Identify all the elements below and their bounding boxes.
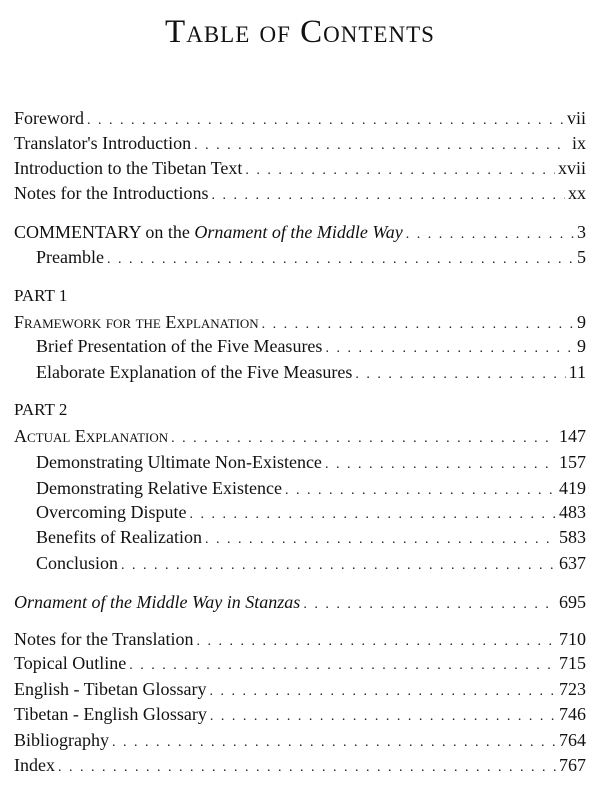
- toc-entry: Introduction to the Tibetan Text xvii: [14, 156, 586, 180]
- toc-entry: Topical Outline 715: [14, 651, 586, 675]
- page-number: 147: [559, 426, 586, 446]
- leader-dots: [325, 453, 556, 477]
- toc-entry: Benefits of Realization 583: [36, 525, 586, 549]
- leader-dots: [121, 554, 556, 578]
- leader-dots: [58, 756, 556, 780]
- leader-dots: [107, 248, 574, 272]
- entry-label: COMMENTARY on the Ornament of the Middle…: [14, 220, 403, 244]
- entry-label: Notes for the Introductions: [14, 183, 209, 203]
- page-number: 483: [559, 502, 586, 522]
- leader-dots: [325, 337, 574, 361]
- leader-dots: [210, 680, 556, 704]
- page-number: 11: [568, 362, 586, 382]
- leader-dots: [189, 503, 556, 527]
- entry-label-prefix: COMMENTARY on the: [14, 222, 195, 242]
- page-number: xx: [568, 183, 586, 203]
- toc-entry: Brief Presentation of the Five Measures 9: [36, 334, 586, 358]
- toc-entry: Notes for the Translation 710: [14, 627, 586, 651]
- toc-entry: Bibliography 764: [14, 728, 586, 752]
- toc-entry: Notes for the Introductions xx: [14, 181, 586, 205]
- page-number: 710: [559, 629, 586, 649]
- toc-entry: Overcoming Dispute 483: [36, 500, 586, 524]
- entry-label: Actual Explanation: [14, 426, 169, 446]
- page-number: 419: [559, 478, 586, 498]
- entry-label: Foreword: [14, 108, 84, 128]
- entry-label: Bibliography: [14, 730, 109, 750]
- toc-entry: Preamble 5: [36, 245, 586, 269]
- toc-entry: Index 767: [14, 753, 586, 777]
- entry-label: Framework for the Explanation: [14, 312, 259, 332]
- page-number: 764: [559, 730, 586, 750]
- page-number: 746: [559, 704, 586, 724]
- page-number: 723: [559, 679, 586, 699]
- page-number: xvii: [557, 158, 586, 178]
- entry-label: Translator's Introduction: [14, 133, 192, 153]
- toc-entry: English - Tibetan Glossary 723: [14, 677, 586, 701]
- toc-entry-stanzas: Ornament of the Middle Way in Stanzas 695: [14, 590, 586, 614]
- leader-dots: [355, 363, 565, 387]
- entry-label: Elaborate Explanation of the Five Measur…: [36, 362, 353, 382]
- toc-entry: Foreword vii: [14, 106, 586, 130]
- entry-label: Introduction to the Tibetan Text: [14, 158, 243, 178]
- leader-dots: [129, 654, 556, 678]
- entry-label: Overcoming Dispute: [36, 502, 187, 522]
- toc-entry: Translator's Introduction ix: [14, 131, 586, 155]
- page-number: 5: [577, 247, 586, 267]
- toc-section: Actual Explanation 147: [14, 424, 586, 448]
- page-number: 3: [577, 222, 586, 242]
- page-number: 767: [559, 755, 586, 775]
- entry-label-italic: Ornament of the Middle Way: [194, 222, 403, 242]
- entry-label: Topical Outline: [14, 653, 127, 673]
- entry-label: Preamble: [36, 247, 104, 267]
- leader-dots: [211, 184, 565, 208]
- page-number: 637: [559, 553, 586, 573]
- entry-label: Tibetan - English Glossary: [14, 704, 207, 724]
- leader-dots: [406, 223, 574, 247]
- page-number: 9: [577, 336, 586, 356]
- leader-dots: [205, 528, 556, 552]
- entry-label: Ornament of the Middle Way in Stanzas: [14, 592, 301, 612]
- toc-entry: Demonstrating Relative Existence 419: [36, 476, 586, 500]
- page-number: 695: [559, 592, 586, 612]
- leader-dots: [194, 134, 569, 158]
- part-heading: PART 1: [14, 286, 68, 305]
- page-title: Table of Contents: [165, 14, 435, 50]
- page-number: 583: [559, 527, 586, 547]
- page-number: vii: [566, 108, 586, 128]
- page-number: ix: [571, 133, 586, 153]
- entry-label: Demonstrating Relative Existence: [36, 478, 282, 498]
- toc-entry-commentary: COMMENTARY on the Ornament of the Middle…: [14, 220, 586, 244]
- entry-label: Brief Presentation of the Five Measures: [36, 336, 323, 356]
- entry-label: Notes for the Translation: [14, 629, 194, 649]
- entry-label: Benefits of Realization: [36, 527, 202, 547]
- toc-section: Framework for the Explanation 9: [14, 310, 586, 334]
- entry-label: Demonstrating Ultimate Non-Existence: [36, 452, 322, 472]
- leader-dots: [210, 705, 556, 729]
- part-heading: PART 2: [14, 400, 68, 419]
- leader-dots: [245, 159, 555, 183]
- page-number: 715: [559, 653, 586, 673]
- leader-dots: [171, 427, 556, 451]
- toc-entry: Tibetan - English Glossary 746: [14, 702, 586, 726]
- entry-label: Conclusion: [36, 553, 119, 573]
- leader-dots: [303, 593, 556, 617]
- entry-label: English - Tibetan Glossary: [14, 679, 207, 699]
- toc-entry: Conclusion 637: [36, 551, 586, 575]
- leader-dots: [112, 731, 556, 755]
- entry-label: Index: [14, 755, 55, 775]
- page-number: 9: [577, 312, 586, 332]
- toc-entry: Demonstrating Ultimate Non-Existence 157: [36, 450, 586, 474]
- page-number: 157: [559, 452, 586, 472]
- toc-entry: Elaborate Explanation of the Five Measur…: [36, 360, 586, 384]
- leader-dots: [87, 109, 564, 133]
